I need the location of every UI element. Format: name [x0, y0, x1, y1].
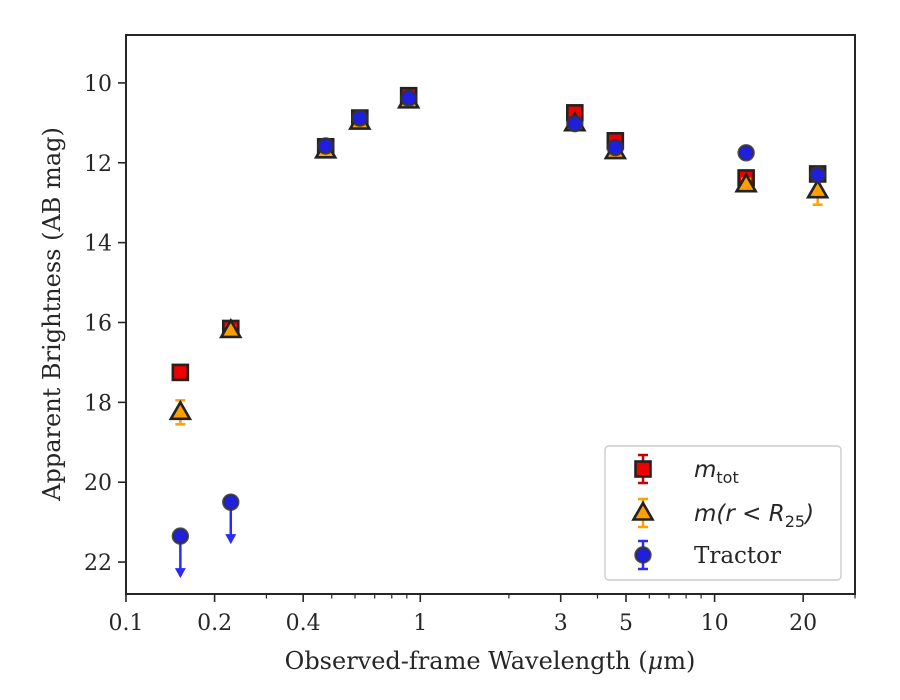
legend-marker [631, 500, 655, 521]
y-tick-label: 18 [84, 391, 112, 416]
y-tick-label: 16 [84, 311, 112, 336]
legend-label: mtot [694, 457, 739, 487]
x-tick-label: 1 [413, 611, 427, 636]
legend-entry: mtot [634, 453, 739, 487]
data-point [168, 399, 193, 421]
data-point [399, 89, 418, 107]
data-point [805, 178, 830, 199]
data-point [222, 493, 240, 511]
series-1 [168, 88, 830, 426]
legend-marker [634, 460, 652, 478]
legend-box [604, 445, 842, 581]
upper-limit-arrowhead [174, 568, 186, 579]
plot-frame [125, 34, 856, 595]
x-tick-label: 0.4 [286, 611, 321, 636]
data-point [171, 527, 190, 545]
legend-entry: Tractor [634, 539, 781, 571]
y-tick-label: 22 [84, 551, 112, 576]
data-point [171, 363, 190, 382]
data-point [219, 317, 243, 339]
y-tick-label: 12 [84, 152, 112, 177]
x-tick-label: 0.2 [197, 611, 232, 636]
legend: mtot m(r < R25) Tractor [604, 445, 842, 581]
legend-entry: m(r < R25) [631, 497, 814, 531]
series-0 [171, 86, 827, 382]
ticks-layer: 0.1 0.2 0.4 1 3 5 10 20 10 12 14 16 18 20 22 [84, 72, 856, 636]
data-point [737, 144, 755, 162]
x-tick-label: 0.1 [109, 611, 144, 636]
y-axis-label: Apparent Brightness (AB mag) [38, 127, 66, 502]
y-tick-label: 10 [84, 72, 112, 97]
data-point [316, 137, 335, 155]
data-layer [168, 86, 830, 579]
y-tick-label: 20 [84, 471, 112, 496]
data-point [734, 172, 758, 193]
legend-label: m(r < R25) [694, 501, 814, 531]
upper-limit-arrowhead [225, 534, 237, 545]
data-point [808, 166, 827, 184]
series-2 [171, 89, 827, 579]
data-point [566, 114, 584, 133]
x-axis-label: Observed-frame Wavelength (μm) [285, 647, 696, 675]
y-tick-label: 14 [84, 232, 112, 257]
x-tick-label: 5 [619, 611, 633, 636]
x-tick-label: 3 [554, 611, 568, 636]
data-point [606, 138, 625, 157]
data-point [351, 109, 369, 127]
legend-label: Tractor [694, 543, 781, 569]
legend-marker [634, 546, 652, 564]
x-tick-label: 20 [789, 611, 817, 636]
x-tick-label: 10 [701, 611, 729, 636]
